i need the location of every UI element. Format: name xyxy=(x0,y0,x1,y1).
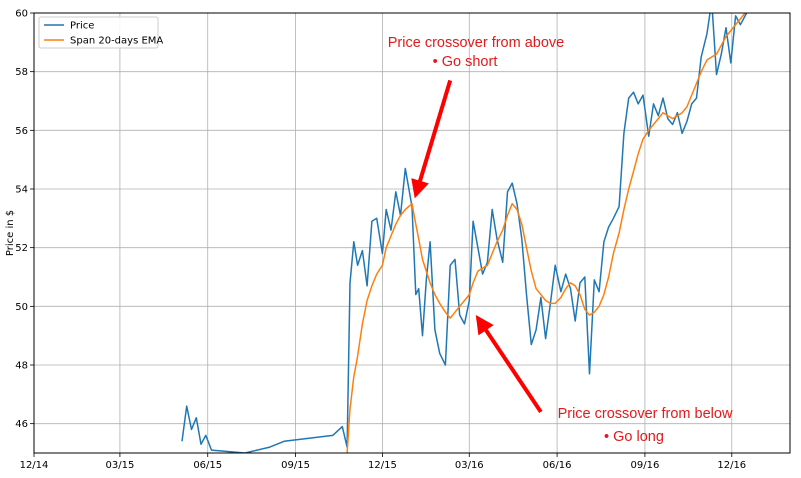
y-tick-label-2: 50 xyxy=(15,302,28,313)
y-tick-label-4: 54 xyxy=(15,185,28,196)
y-tick-label-6: 58 xyxy=(15,67,28,78)
legend-label-ema: Span 20-days EMA xyxy=(70,36,163,47)
annotation-short-action: • Go short xyxy=(433,54,498,70)
y-tick-label-3: 52 xyxy=(15,243,28,254)
legend-box xyxy=(38,16,159,49)
x-tick-label-5: 03/16 xyxy=(455,460,484,471)
plot-frame xyxy=(33,12,791,454)
grid xyxy=(33,12,790,453)
annotations: Price crossover from above • Go short Pr… xyxy=(388,35,733,445)
ema-line xyxy=(346,13,747,453)
ticks: 12/14 03/15 06/15 09/15 12/15 03/16 06/16 09/16… xyxy=(15,9,746,472)
x-tick-label-3: 09/15 xyxy=(281,460,310,471)
x-tick-label-1: 03/15 xyxy=(105,460,134,471)
annotation-short-title: Price crossover from above xyxy=(388,35,564,51)
price-line xyxy=(181,13,748,453)
series-layer xyxy=(181,13,748,453)
x-tick-label-4: 12/15 xyxy=(368,460,397,471)
legend: Price Span 20-days EMA xyxy=(38,16,163,49)
annotation-long-title: Price crossover from below xyxy=(558,406,733,422)
x-tick-label-2: 06/15 xyxy=(193,460,222,471)
y-tick-label-1: 48 xyxy=(15,361,28,372)
x-tick-label-0: 12/14 xyxy=(20,460,49,471)
x-tick-label-6: 06/16 xyxy=(543,460,572,471)
annotation-long-arrow xyxy=(475,315,543,414)
y-tick-label-0: 46 xyxy=(15,419,28,430)
y-tick-label-7: 60 xyxy=(15,9,28,20)
y-axis-label: Price in $ xyxy=(5,210,16,256)
x-tick-label-7: 09/16 xyxy=(630,460,659,471)
y-tick-label-5: 56 xyxy=(15,126,28,137)
annotation-long-action: • Go long xyxy=(604,429,664,445)
annotation-short-arrow xyxy=(411,79,453,199)
x-tick-label-8: 12/16 xyxy=(717,460,746,471)
legend-label-price: Price xyxy=(70,21,94,32)
